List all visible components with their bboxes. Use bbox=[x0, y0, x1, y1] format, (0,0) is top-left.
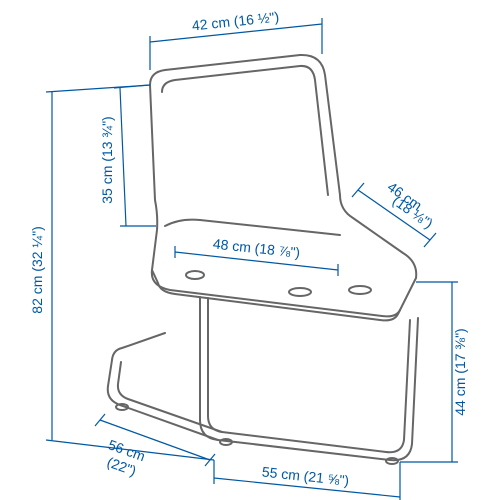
chair-dimension-diagram: 42 cm (16 ½") 35 cm (13 ¾") 46 cm (18 ⅛"… bbox=[0, 0, 500, 500]
dim-backrest-h: 35 cm (13 ¾") bbox=[99, 85, 156, 226]
dim-backrest-h-label: 35 cm (13 ¾") bbox=[99, 116, 115, 203]
dim-base-width-label: 55 cm (21 ⅝") bbox=[261, 464, 350, 489]
dim-seat-width-label: 48 cm (18 ⅞") bbox=[212, 236, 301, 261]
chair-base bbox=[108, 297, 418, 464]
dimensions: 42 cm (16 ½") 35 cm (13 ¾") 46 cm (18 ⅛"… bbox=[29, 9, 468, 500]
dim-base-width: 55 cm (21 ⅝") bbox=[214, 460, 400, 500]
dim-seat-depth: 46 cm (18 ⅛") bbox=[352, 178, 436, 247]
chair-outline bbox=[150, 55, 416, 320]
dim-top-width: 42 cm (16 ½") bbox=[150, 9, 322, 70]
dim-seat-h-label: 44 cm (17 ⅜") bbox=[452, 328, 468, 415]
dim-seat-h: 44 cm (17 ⅜") bbox=[400, 282, 468, 462]
dim-seat-width: 48 cm (18 ⅞") bbox=[175, 236, 338, 276]
diagram-svg: 42 cm (16 ½") 35 cm (13 ¾") 46 cm (18 ⅛"… bbox=[0, 0, 500, 500]
dim-total-h-label: 82 cm (32 ¼") bbox=[29, 226, 45, 313]
